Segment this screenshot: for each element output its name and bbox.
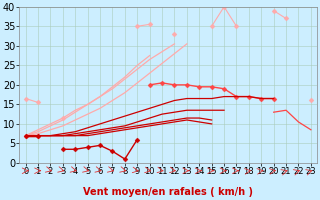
X-axis label: Vent moyen/en rafales ( km/h ): Vent moyen/en rafales ( km/h )	[83, 187, 253, 197]
